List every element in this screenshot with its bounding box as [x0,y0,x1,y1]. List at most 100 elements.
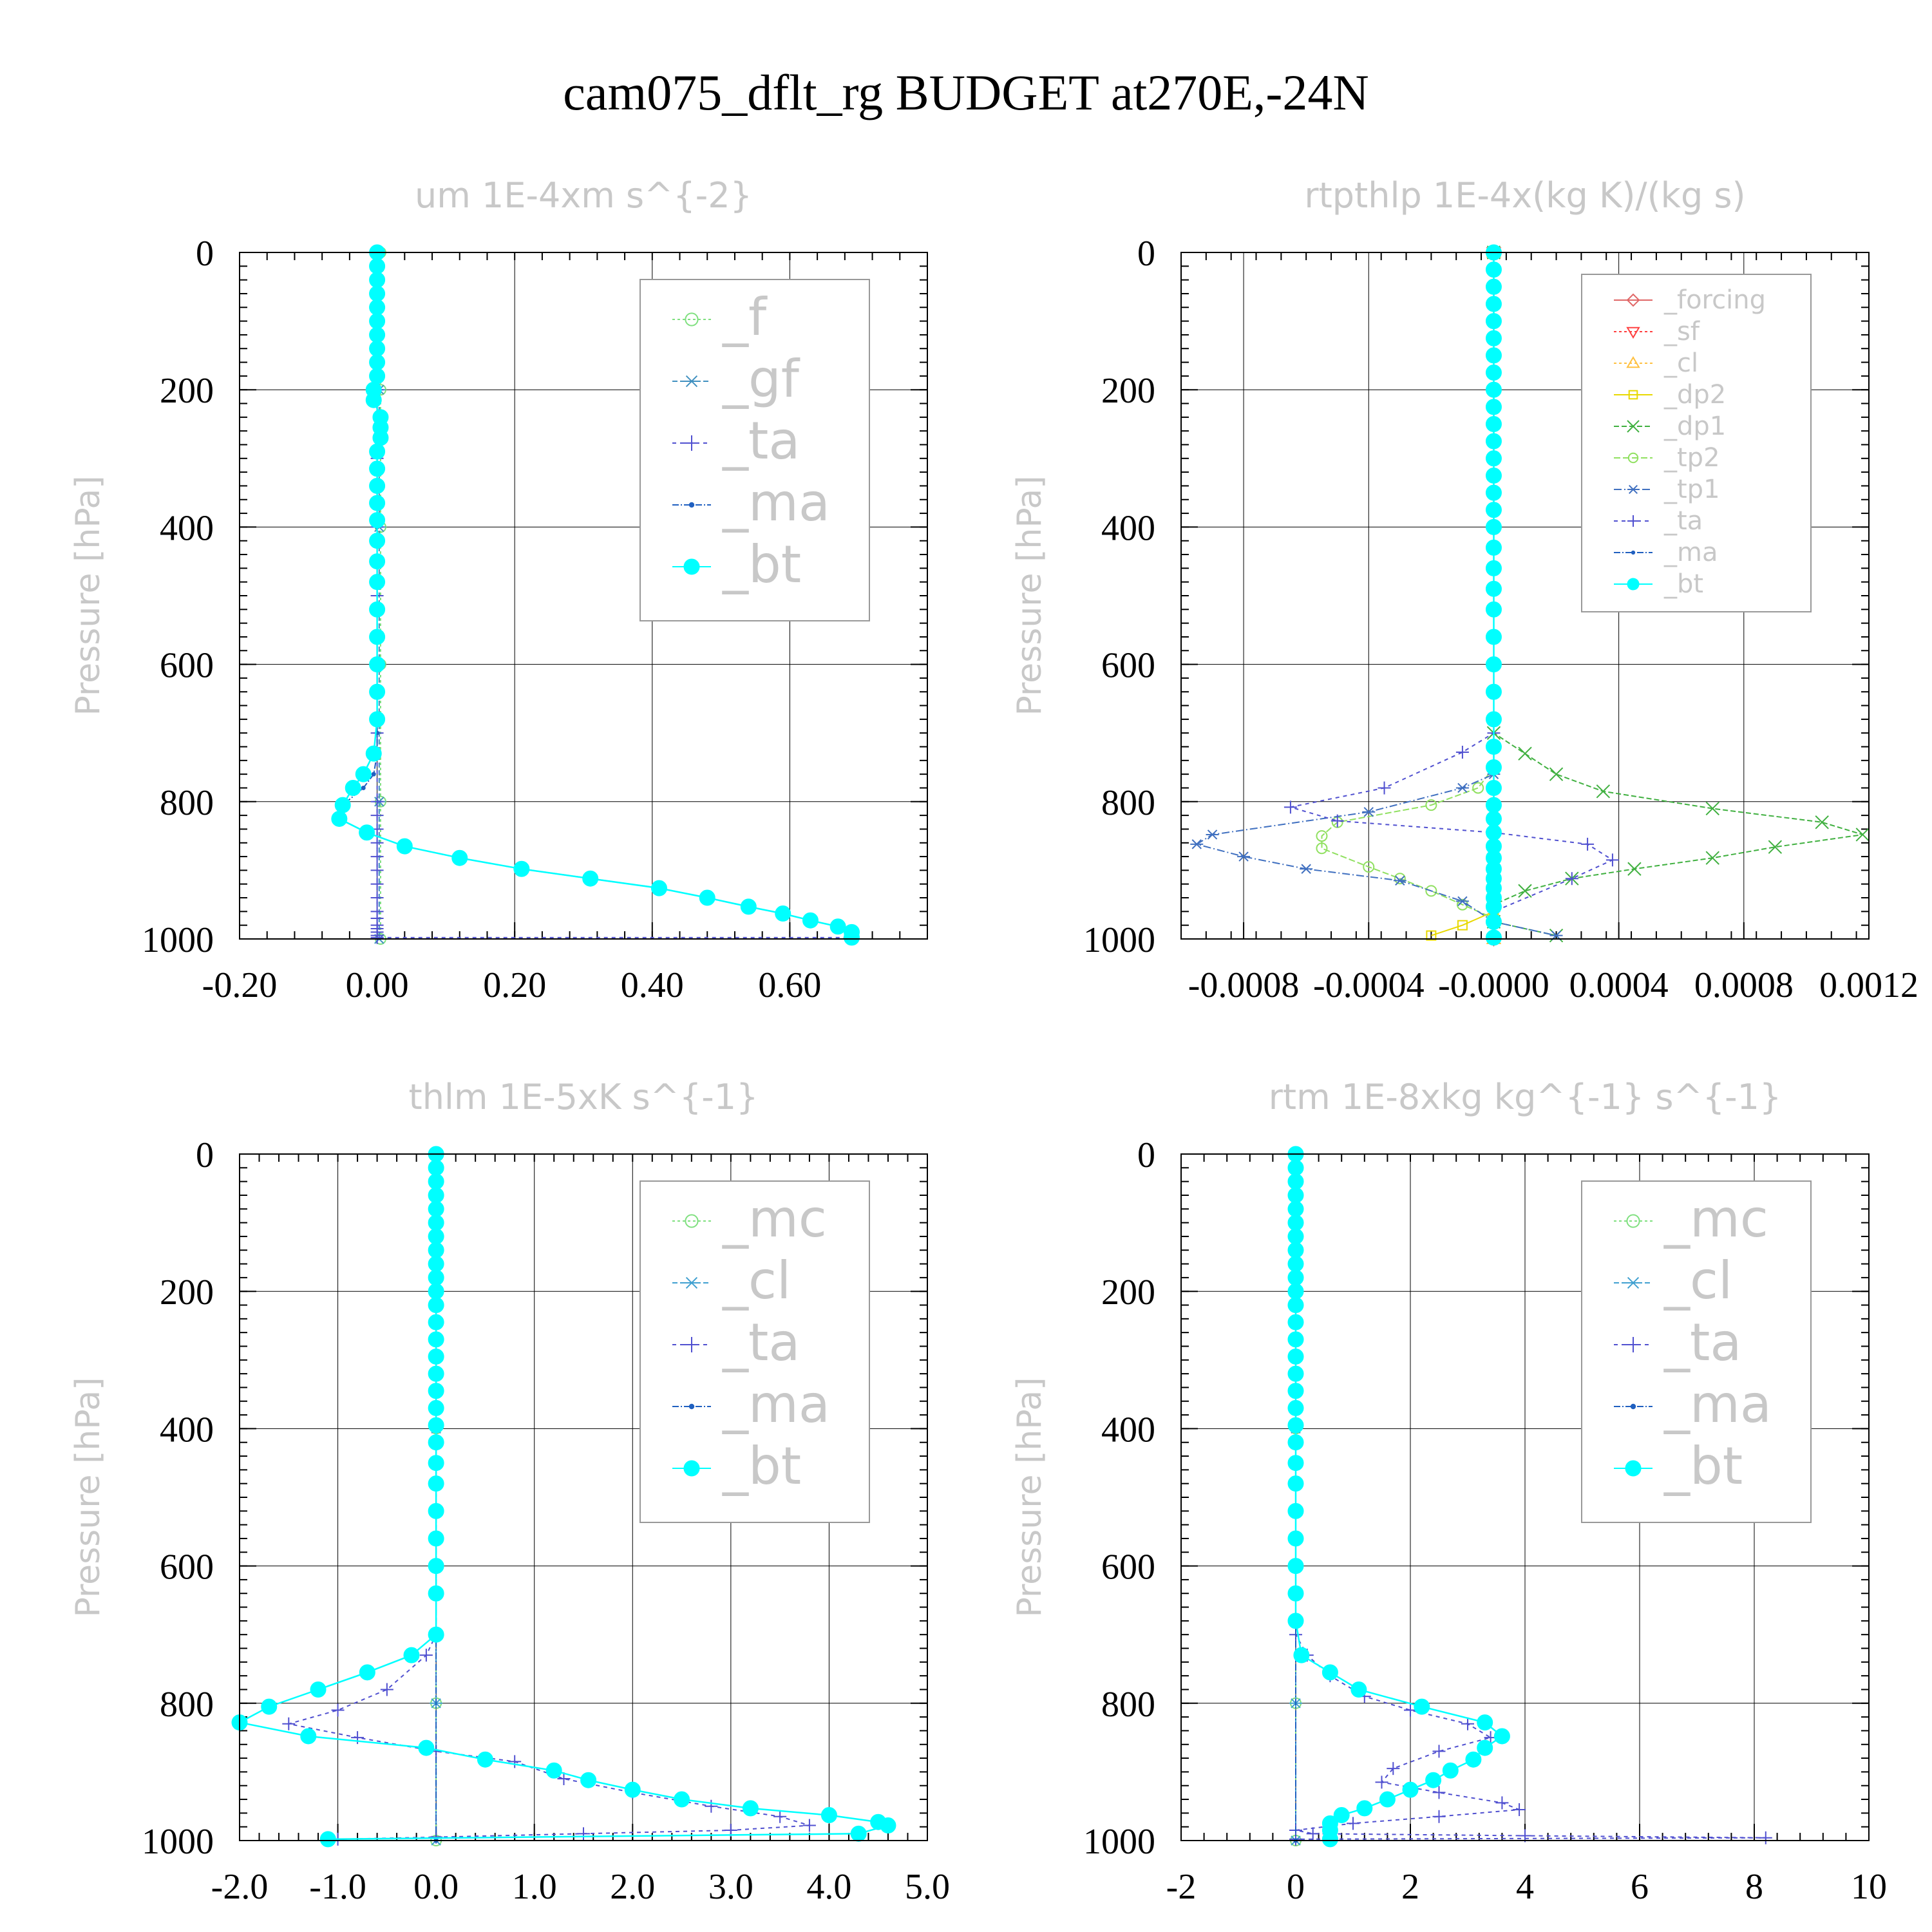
x-tick-label: 4 [1516,1867,1534,1907]
legend-entry-ma: _ma [1663,538,1718,567]
point-bt [428,1283,444,1300]
legend-marker-mc [685,1214,699,1228]
legend-marker-tp1 [1627,484,1639,495]
point-tp1 [1455,782,1469,793]
point-bt [880,1817,896,1834]
series-line-dp1 [1493,252,1863,936]
point-bt [1287,1455,1304,1472]
point-tp1 [1362,807,1376,817]
point-bt [850,1825,867,1842]
point-bt [369,443,386,460]
point-bt [428,1399,444,1416]
point-bt [1287,1365,1304,1382]
point-tp2 [1425,799,1437,811]
point-ta [1605,853,1619,867]
y-tick-label: 400 [160,508,214,548]
legend-entry-forcing: _forcing [1663,285,1766,315]
point-ta [370,809,384,822]
legend-marker-dp1 [1627,420,1640,433]
legend-box [1581,1180,1812,1523]
y-tick-label: 200 [1101,1273,1155,1312]
point-tp1 [1455,896,1469,907]
point-bt [369,553,386,570]
y-tick-label: 800 [1101,783,1155,823]
point-bt [1414,1698,1430,1715]
x-tick-label: -0.20 [202,965,278,1005]
y-tick-label: 400 [1101,508,1155,548]
plot-frame [1180,1153,1870,1841]
point-bt [1477,1739,1493,1756]
point-bt [428,1256,444,1273]
point-bt [369,512,386,529]
point-bt [428,1626,444,1643]
point-ta [331,1703,345,1717]
point-bt [1287,1159,1304,1176]
point-dp1 [1627,862,1642,876]
point-bt [428,1159,444,1176]
legend-entry-ta: _ta [1663,506,1703,536]
point-tp1 [1190,839,1204,849]
legend-marker-ma [1630,1403,1636,1410]
point-bt [580,1772,597,1788]
point-bt [1425,1772,1442,1788]
y-tick-label: 1000 [142,1822,214,1862]
point-bt [1321,1664,1338,1681]
x-tick-label: 0.40 [621,965,684,1005]
point-ta [508,1755,522,1768]
y-axis-label: Pressure [hPa] [1010,476,1049,716]
y-tick-label: 600 [160,646,214,686]
legend-entry-mc: _mc [1663,1189,1768,1249]
legend-marker-bt [683,1460,700,1477]
y-tick-label: 600 [160,1548,214,1587]
x-tick-label: 3.0 [708,1867,753,1907]
point-dp1 [1855,828,1870,842]
point-bt [403,1647,420,1663]
point-bt [1287,1297,1304,1314]
point-ta [370,850,384,864]
point-bt [1287,1187,1304,1204]
point-ta [1581,837,1595,851]
point-bt [802,912,819,929]
point-bt [428,1585,444,1602]
point-bt [1485,347,1502,364]
point-bt [365,745,382,762]
y-tick-label: 0 [1137,234,1155,274]
point-bt [1287,1269,1304,1286]
point-bt [428,1455,444,1472]
point-dp2 [1457,920,1468,931]
point-bt [428,1348,444,1365]
point-ta [1455,746,1469,759]
point-bt [1287,1613,1304,1629]
point-ta [370,931,384,944]
point-bt [844,929,860,946]
point-bt [1485,518,1502,535]
point-bt [829,918,846,935]
point-bt [428,1434,444,1451]
point-bt [369,711,386,728]
point-bt [428,1475,444,1492]
point-bt [1485,330,1502,346]
point-dp1 [1705,801,1719,816]
x-tick-label: 0.0012 [1819,965,1918,1005]
point-bt [1333,1807,1350,1824]
legend: _mc_cl_ta_ma_bt [1581,1180,1812,1523]
point-dp1 [1549,767,1564,781]
point-ta [1495,1796,1509,1810]
point-bt [1485,416,1502,432]
point-bt [428,1173,444,1190]
point-bt [369,477,386,494]
legend-marker-cl [1626,356,1640,368]
point-bt [1485,539,1502,556]
panel-title: rtm 1E-8xkg kg^{-1} s^{-1} [1269,1077,1782,1117]
point-ta [370,877,384,891]
point-bt [369,601,386,618]
y-tick-label: 200 [160,1273,214,1312]
point-bt [1287,1417,1304,1434]
legend-marker-sf [1626,327,1640,339]
point-ta [1432,1745,1446,1758]
legend-marker-dp2 [1628,390,1638,400]
legend-marker-ma [1631,550,1636,555]
y-tick-label: 800 [160,1685,214,1725]
y-tick-label: 1000 [142,920,214,960]
